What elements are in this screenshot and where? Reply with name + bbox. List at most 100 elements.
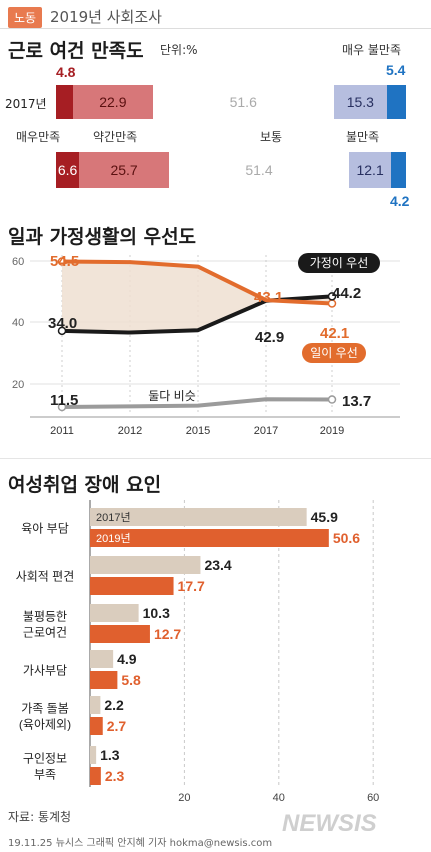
segment-2019-dissatisfied: 12.1 (348, 152, 392, 188)
x-tick-label: 60 (367, 792, 379, 804)
category-label: 육아 부담 (21, 522, 69, 536)
y-tick-label: 20 (12, 379, 24, 391)
label-family-2019: 42.1 (320, 325, 349, 342)
category-label: 가족 돌봄 (21, 702, 69, 716)
bar-value-label: 5.8 (121, 672, 141, 688)
segment-2017-very-dissatisfied (387, 85, 406, 119)
x-tick-label: 2017 (254, 425, 278, 437)
segment-2019-somewhat-satisfied: 25.7 (79, 152, 170, 188)
label-dissatisfied: 불만족 (346, 130, 380, 144)
segment-2019-neutral: 51.4 (169, 152, 349, 188)
label-both-2019: 13.7 (342, 393, 371, 410)
label-family-2011: 54.5 (50, 253, 79, 270)
category-label: 구인정보 (23, 752, 67, 766)
watermark-logo: NEWSIS (282, 810, 377, 837)
label-work-2017: 42.9 (255, 329, 284, 346)
bar-2017 (90, 650, 114, 668)
bar-2019 (90, 767, 101, 785)
segment-2017-dissatisfied: 15.3 (333, 85, 388, 119)
point-work-2011 (57, 326, 67, 336)
satisfaction-title: 근로 여건 만족도 (8, 40, 144, 62)
bar-value-label: 12.7 (154, 626, 181, 642)
bar-value-label: 45.9 (311, 509, 338, 525)
x-tick-label: 2019 (320, 425, 344, 437)
bar-value-label: 23.4 (204, 557, 231, 573)
credit-line: 19.11.25 뉴시스 그래픽 안지혜 기자 hokma@newsis.com (8, 838, 273, 849)
category-label: 불평등한 (23, 610, 67, 624)
segment-2019-very-dissatisfied (391, 152, 406, 188)
series-line-both (61, 397, 333, 409)
legend-2017: 2017년 (96, 511, 131, 524)
x-tick-label: 20 (178, 792, 190, 804)
legend-work-box (302, 343, 366, 363)
point-work-2019 (327, 292, 337, 301)
section-tag: 노동 (8, 7, 43, 28)
bar-value-label: 2.2 (104, 697, 124, 713)
category-label: 부족 (34, 768, 56, 782)
y-tick-label: 40 (12, 317, 24, 329)
bar-2017 (90, 696, 101, 714)
header-divider (0, 28, 431, 29)
bar-2017 (90, 746, 97, 764)
label-family-2017: 43.1 (254, 289, 283, 306)
legend-both-label: 둘다 비슷 (148, 389, 196, 403)
segment-2019-very-satisfied: 6.6 (56, 152, 80, 188)
label-work-2019: 44.2 (332, 285, 361, 302)
value-2019-very-dissatisfied: 4.2 (390, 193, 410, 209)
series-line-family-first-orange (61, 259, 333, 306)
segment-2017-neutral: 51.6 (152, 85, 334, 119)
category-label: 가사부담 (23, 664, 67, 678)
x-tick-label: 2012 (118, 425, 142, 437)
bar-2019 (90, 529, 329, 547)
bar-2017 (90, 508, 307, 526)
bar-2019 (90, 625, 150, 643)
bar-value-label: 2.7 (107, 718, 127, 734)
source-note: 자료: 통계청 (8, 810, 72, 824)
label-neutral: 보통 (260, 130, 283, 144)
satisfaction-bar-2017: 22.9 51.6 15.3 (56, 85, 406, 119)
segment-2017-somewhat-satisfied: 22.9 (72, 85, 153, 119)
bar-value-label: 17.7 (178, 578, 205, 594)
legend-family-label: 가정이 우선 (310, 256, 369, 270)
bar-2017 (90, 604, 139, 622)
segment-2017-very-satisfied (56, 85, 73, 119)
label-very-satisfied: 매우만족 (16, 130, 61, 144)
bar-2019 (90, 671, 118, 689)
satisfaction-bar-2019: 6.6 25.7 51.4 12.1 (56, 152, 406, 188)
value-2017-very-satisfied: 4.8 (56, 64, 76, 80)
y-tick-label: 60 (12, 256, 24, 268)
value-2017-very-dissatisfied: 5.4 (386, 62, 406, 78)
obstacles-bar-chart: 20 40 60 육아 부담 45.9 50.6 사회적 편견 23.4 17.7 불평등한근로여… (16, 500, 379, 804)
label-both-2011: 11.5 (50, 392, 78, 409)
obstacles-title: 여성취업 장애 요인 (8, 474, 162, 496)
x-tick-label: 2011 (50, 425, 74, 437)
label-work-2011: 34.0 (48, 315, 77, 332)
x-tick-label: 2015 (186, 425, 210, 437)
category-label: 사회적 편견 (16, 570, 75, 584)
bar-2019 (90, 577, 174, 595)
year-2017-label: 2017년 (5, 97, 47, 111)
priority-gap-area (62, 261, 332, 333)
category-label: (육아제외) (19, 718, 71, 732)
legend-2019: 2019년 (96, 532, 131, 545)
bar-value-label: 2.3 (105, 768, 125, 784)
bar-2019 (90, 717, 103, 735)
satisfaction-unit: 단위:% (160, 43, 198, 57)
bar-value-label: 50.6 (333, 530, 360, 546)
x-tick-label: 40 (273, 792, 285, 804)
bar-value-label: 10.3 (143, 605, 170, 621)
label-very-dissatisfied: 매우 불만족 (342, 43, 402, 57)
priority-line-chart: 60 40 20 54.5 43.1 42.1 34.0 42.9 44.2 11.5 13.7 가정… (12, 253, 400, 437)
point-family-2011 (57, 257, 67, 266)
point-both-2011 (57, 402, 67, 412)
legend-family-box (298, 253, 380, 273)
priority-title: 일과 가정생활의 우선도 (8, 226, 197, 248)
point-both-2019 (327, 395, 337, 404)
legend-work-label: 일이 우선 (310, 346, 358, 360)
bar-value-label: 4.9 (117, 651, 137, 667)
category-label: 근로여건 (23, 626, 67, 640)
bar-2017 (90, 556, 201, 574)
header-title: 2019년 사회조사 (50, 8, 162, 26)
bar-value-label: 1.3 (100, 747, 120, 763)
label-somewhat-satisfied: 약간만족 (93, 130, 138, 144)
